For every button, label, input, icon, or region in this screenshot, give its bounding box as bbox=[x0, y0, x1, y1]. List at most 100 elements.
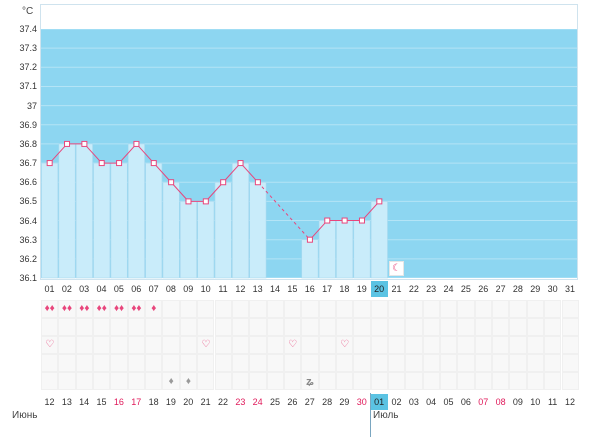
symptom-cell[interactable] bbox=[405, 372, 423, 390]
symptom-cell[interactable] bbox=[197, 372, 215, 390]
symptom-cell[interactable] bbox=[370, 354, 388, 372]
symptom-cell[interactable] bbox=[266, 336, 284, 354]
symptom-cell[interactable] bbox=[41, 372, 59, 390]
symptom-cell[interactable] bbox=[405, 318, 423, 336]
symptom-cell[interactable] bbox=[474, 300, 493, 318]
symptom-cell[interactable] bbox=[58, 300, 76, 318]
symptom-cell[interactable] bbox=[474, 354, 493, 372]
cycle-day-14[interactable]: 14 bbox=[270, 284, 281, 294]
cycle-day-17[interactable]: 17 bbox=[322, 284, 333, 294]
cycle-day-21[interactable]: 21 bbox=[391, 284, 402, 294]
symptom-cell[interactable] bbox=[58, 318, 76, 336]
symptom-cell[interactable] bbox=[127, 372, 146, 390]
symptom-cell[interactable] bbox=[110, 372, 128, 390]
calendar-date[interactable]: 12 bbox=[564, 397, 575, 407]
symptom-cell[interactable] bbox=[249, 354, 267, 372]
symptom-cell[interactable] bbox=[353, 336, 371, 354]
symptom-cell[interactable] bbox=[231, 336, 250, 354]
symptom-cell[interactable] bbox=[388, 354, 406, 372]
symptom-cell[interactable] bbox=[422, 372, 441, 390]
gray-drop-icon[interactable]: ♦ bbox=[185, 376, 192, 387]
blood-drop-icon[interactable]: ♦♦ bbox=[131, 303, 142, 314]
cycle-day-30[interactable]: 30 bbox=[547, 284, 558, 294]
calendar-date[interactable]: 05 bbox=[443, 397, 454, 407]
symptom-cell[interactable] bbox=[162, 300, 180, 318]
symptom-cell[interactable] bbox=[561, 372, 579, 390]
symptom-cell[interactable] bbox=[526, 300, 545, 318]
calendar-date[interactable]: 28 bbox=[322, 397, 333, 407]
symptom-cell[interactable] bbox=[214, 300, 232, 318]
symptom-cell[interactable] bbox=[474, 318, 493, 336]
symptom-cell[interactable] bbox=[179, 354, 198, 372]
symptom-cell[interactable] bbox=[162, 318, 180, 336]
symptom-cell[interactable] bbox=[283, 336, 302, 354]
symptom-cell[interactable] bbox=[231, 318, 250, 336]
cycle-day-11[interactable]: 11 bbox=[218, 284, 228, 294]
symptom-cell[interactable] bbox=[127, 336, 146, 354]
symptom-cell[interactable] bbox=[544, 354, 562, 372]
symptom-cell[interactable] bbox=[231, 372, 250, 390]
symptom-cell[interactable] bbox=[318, 354, 336, 372]
calendar-date[interactable]: 26 bbox=[287, 397, 298, 407]
symptom-cell[interactable] bbox=[492, 354, 510, 372]
cycle-day-09[interactable]: 09 bbox=[183, 284, 194, 294]
symptom-cell[interactable] bbox=[509, 354, 527, 372]
symptom-cell[interactable] bbox=[370, 372, 388, 390]
symptom-cell[interactable] bbox=[283, 372, 302, 390]
calendar-date[interactable]: 30 bbox=[356, 397, 367, 407]
cycle-day-27[interactable]: 27 bbox=[495, 284, 506, 294]
small-blood-drop-icon[interactable]: ♦ bbox=[151, 303, 157, 314]
symptom-cell[interactable] bbox=[266, 300, 284, 318]
calendar-date[interactable]: 11 bbox=[547, 397, 558, 407]
symptom-cell[interactable] bbox=[162, 336, 180, 354]
symptom-cell[interactable] bbox=[249, 336, 267, 354]
cycle-day-13[interactable]: 13 bbox=[252, 284, 263, 294]
calendar-date[interactable]: 20 bbox=[183, 397, 194, 407]
symptom-cell[interactable] bbox=[492, 300, 510, 318]
symptom-cell[interactable] bbox=[370, 318, 388, 336]
symptom-cell[interactable] bbox=[41, 318, 59, 336]
moon-icon[interactable]: ☾ bbox=[389, 261, 404, 276]
symptom-cell[interactable] bbox=[509, 372, 527, 390]
symptom-cell[interactable] bbox=[335, 372, 354, 390]
cycle-day-08[interactable]: 08 bbox=[165, 284, 176, 294]
heart-icon[interactable]: ♡ bbox=[201, 339, 211, 350]
symptom-cell[interactable] bbox=[301, 372, 319, 390]
symptom-cell[interactable] bbox=[335, 318, 354, 336]
symptom-cell[interactable] bbox=[145, 318, 163, 336]
symptom-cell[interactable] bbox=[335, 354, 354, 372]
symptom-cell[interactable] bbox=[422, 354, 441, 372]
symptom-cell[interactable] bbox=[214, 354, 232, 372]
calendar-date[interactable]: 12 bbox=[44, 397, 55, 407]
cycle-day-31[interactable]: 31 bbox=[564, 284, 575, 294]
symptom-cell[interactable] bbox=[214, 318, 232, 336]
symptom-cell[interactable] bbox=[318, 336, 336, 354]
symptom-cell[interactable] bbox=[58, 336, 76, 354]
symptom-cell[interactable] bbox=[457, 372, 475, 390]
symptom-cell[interactable] bbox=[231, 354, 250, 372]
symptom-cell[interactable] bbox=[492, 372, 510, 390]
symptom-cell[interactable] bbox=[509, 336, 527, 354]
blood-drop-icon[interactable]: ♦♦ bbox=[96, 303, 107, 314]
symptom-cell[interactable] bbox=[162, 372, 180, 390]
symptom-cell[interactable] bbox=[561, 336, 579, 354]
symptom-cell[interactable] bbox=[509, 318, 527, 336]
symptom-cell[interactable] bbox=[370, 336, 388, 354]
symptom-cell[interactable] bbox=[353, 318, 371, 336]
symptom-cell[interactable] bbox=[249, 318, 267, 336]
calendar-date[interactable]: 22 bbox=[217, 397, 228, 407]
cycle-day-25[interactable]: 25 bbox=[460, 284, 471, 294]
cycle-day-12[interactable]: 12 bbox=[235, 284, 246, 294]
symptom-cell[interactable] bbox=[474, 336, 493, 354]
calendar-date[interactable]: 16 bbox=[113, 397, 124, 407]
symptom-cell[interactable] bbox=[110, 336, 128, 354]
calendar-date[interactable]: 07 bbox=[478, 397, 489, 407]
symptom-cell[interactable] bbox=[440, 300, 458, 318]
symptom-cell[interactable] bbox=[93, 300, 111, 318]
heart-icon[interactable]: ♡ bbox=[45, 339, 55, 350]
cycle-day-05[interactable]: 05 bbox=[113, 284, 124, 294]
cycle-day-29[interactable]: 29 bbox=[530, 284, 541, 294]
symptom-cell[interactable] bbox=[318, 318, 336, 336]
cycle-day-20[interactable]: 20 bbox=[370, 281, 388, 297]
calendar-date[interactable]: 06 bbox=[460, 397, 471, 407]
